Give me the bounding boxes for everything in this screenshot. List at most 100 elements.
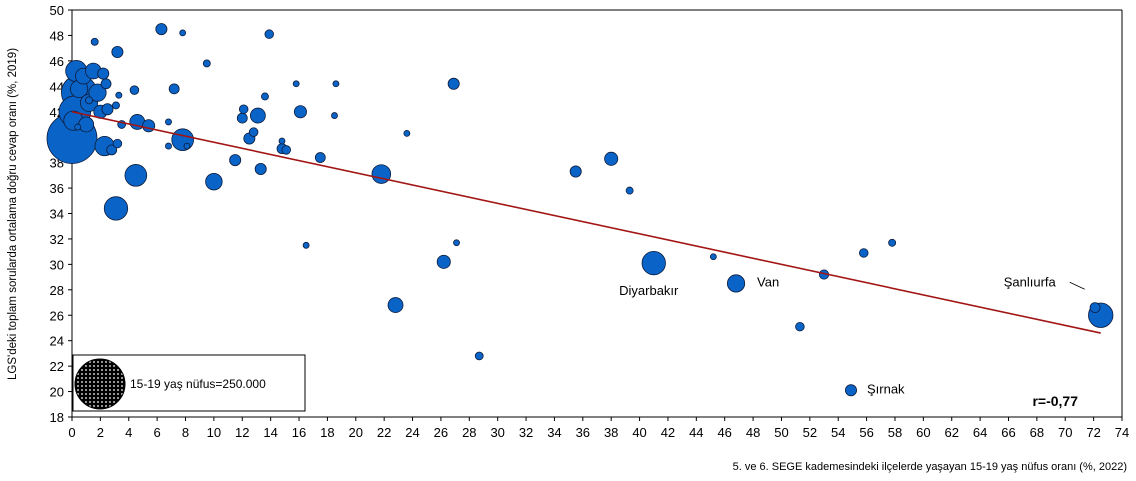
y-tick-label: 18: [50, 410, 64, 425]
data-point: [727, 275, 744, 292]
data-point: [475, 352, 483, 360]
data-point: [206, 173, 223, 190]
bubbles: [47, 23, 1113, 395]
data-point: [104, 197, 127, 220]
x-tick-label: 60: [916, 425, 930, 440]
data-point: [142, 120, 154, 132]
y-tick-label: 26: [50, 308, 64, 323]
y-axis-label: LGS'deki toplam sorularda ortalama doğru…: [7, 48, 19, 380]
data-point: [845, 385, 856, 396]
data-point: [454, 240, 460, 246]
data-point: [294, 106, 306, 118]
x-tick-label: 32: [519, 425, 533, 440]
data-point: [165, 119, 171, 125]
x-tick-label: 22: [377, 425, 391, 440]
data-point: [165, 143, 171, 149]
data-point: [282, 146, 291, 155]
data-point: [605, 152, 618, 165]
annotation-label: Diyarbakır: [619, 283, 679, 298]
x-tick-label: 52: [803, 425, 817, 440]
data-point: [303, 242, 309, 248]
data-point: [237, 113, 247, 123]
data-point: [315, 153, 325, 163]
x-tick-label: 12: [235, 425, 249, 440]
x-tick-label: 8: [182, 425, 189, 440]
x-tick-label: 48: [746, 425, 760, 440]
x-axis-label: 5. ve 6. SEGE kademesindeki ilçelerde ya…: [733, 461, 1127, 473]
data-point: [388, 298, 403, 313]
y-tick-label: 20: [50, 385, 64, 400]
x-tick-label: 38: [604, 425, 618, 440]
y-tick-label: 22: [50, 359, 64, 374]
x-tick-label: 44: [689, 425, 703, 440]
annotation-label: Şırnak: [867, 381, 905, 396]
x-tick-label: 66: [1001, 425, 1015, 440]
legend: 15-19 yaş nüfus=250.000: [73, 355, 305, 411]
data-point: [102, 104, 113, 115]
x-tick-label: 10: [207, 425, 221, 440]
x-tick-label: 70: [1058, 425, 1072, 440]
data-point: [172, 129, 194, 151]
x-tick-label: 34: [547, 425, 561, 440]
data-point: [796, 322, 805, 331]
legend-label: 15-19 yaş nüfus=250.000: [130, 377, 266, 391]
data-point: [333, 81, 339, 87]
x-tick-label: 74: [1115, 425, 1129, 440]
data-point: [859, 249, 868, 258]
data-point: [1090, 303, 1100, 313]
data-point: [91, 38, 98, 45]
data-point: [255, 163, 266, 174]
data-point: [293, 81, 299, 87]
x-tick-label: 58: [888, 425, 902, 440]
x-tick-label: 24: [405, 425, 419, 440]
annotation-label: Van: [757, 274, 779, 289]
data-point: [116, 92, 122, 98]
annotation-label: Şanlıurfa: [1004, 274, 1057, 289]
x-tick-label: 28: [462, 425, 476, 440]
legend-bubble: [75, 359, 125, 409]
data-point: [112, 102, 119, 109]
annotations: Diyarbakır Van Şanlıurfa Şırnak: [619, 274, 1085, 396]
x-tick-label: 30: [490, 425, 504, 440]
x-tick-label: 64: [973, 425, 987, 440]
x-tick-label: 46: [717, 425, 731, 440]
data-point: [372, 165, 391, 184]
data-point: [203, 60, 210, 67]
y-tick-label: 46: [50, 54, 64, 69]
correlation-label: r=-0,77: [1032, 393, 1078, 409]
x-tick-label: 56: [859, 425, 873, 440]
data-point: [169, 84, 179, 94]
x-tick-label: 20: [349, 425, 363, 440]
data-point: [710, 254, 716, 260]
x-tick-label: 36: [576, 425, 590, 440]
data-point: [448, 78, 459, 89]
x-tick-label: 6: [154, 425, 161, 440]
data-point: [626, 187, 633, 194]
data-point: [261, 93, 268, 100]
y-tick-label: 30: [50, 257, 64, 272]
data-point: [250, 108, 265, 123]
data-point: [265, 30, 274, 39]
data-point: [112, 46, 123, 57]
x-tick-label: 42: [661, 425, 675, 440]
data-point: [332, 113, 338, 119]
data-point: [642, 251, 665, 274]
data-point: [180, 30, 186, 36]
data-point: [101, 79, 111, 89]
trend-line: [72, 112, 1101, 333]
data-point: [79, 117, 94, 132]
data-point: [184, 143, 190, 149]
data-point: [889, 239, 896, 246]
y-tick-label: 32: [50, 232, 64, 247]
x-tick-label: 54: [831, 425, 845, 440]
x-tick-label: 68: [1030, 425, 1044, 440]
x-tick-label: 14: [263, 425, 277, 440]
y-tick-label: 28: [50, 283, 64, 298]
y-tick-label: 48: [50, 28, 64, 43]
x-tick-label: 62: [944, 425, 958, 440]
y-tick-label: 34: [50, 207, 64, 222]
y-tick-label: 50: [50, 3, 64, 18]
y-tick-label: 24: [50, 334, 64, 349]
x-tick-label: 2: [97, 425, 104, 440]
